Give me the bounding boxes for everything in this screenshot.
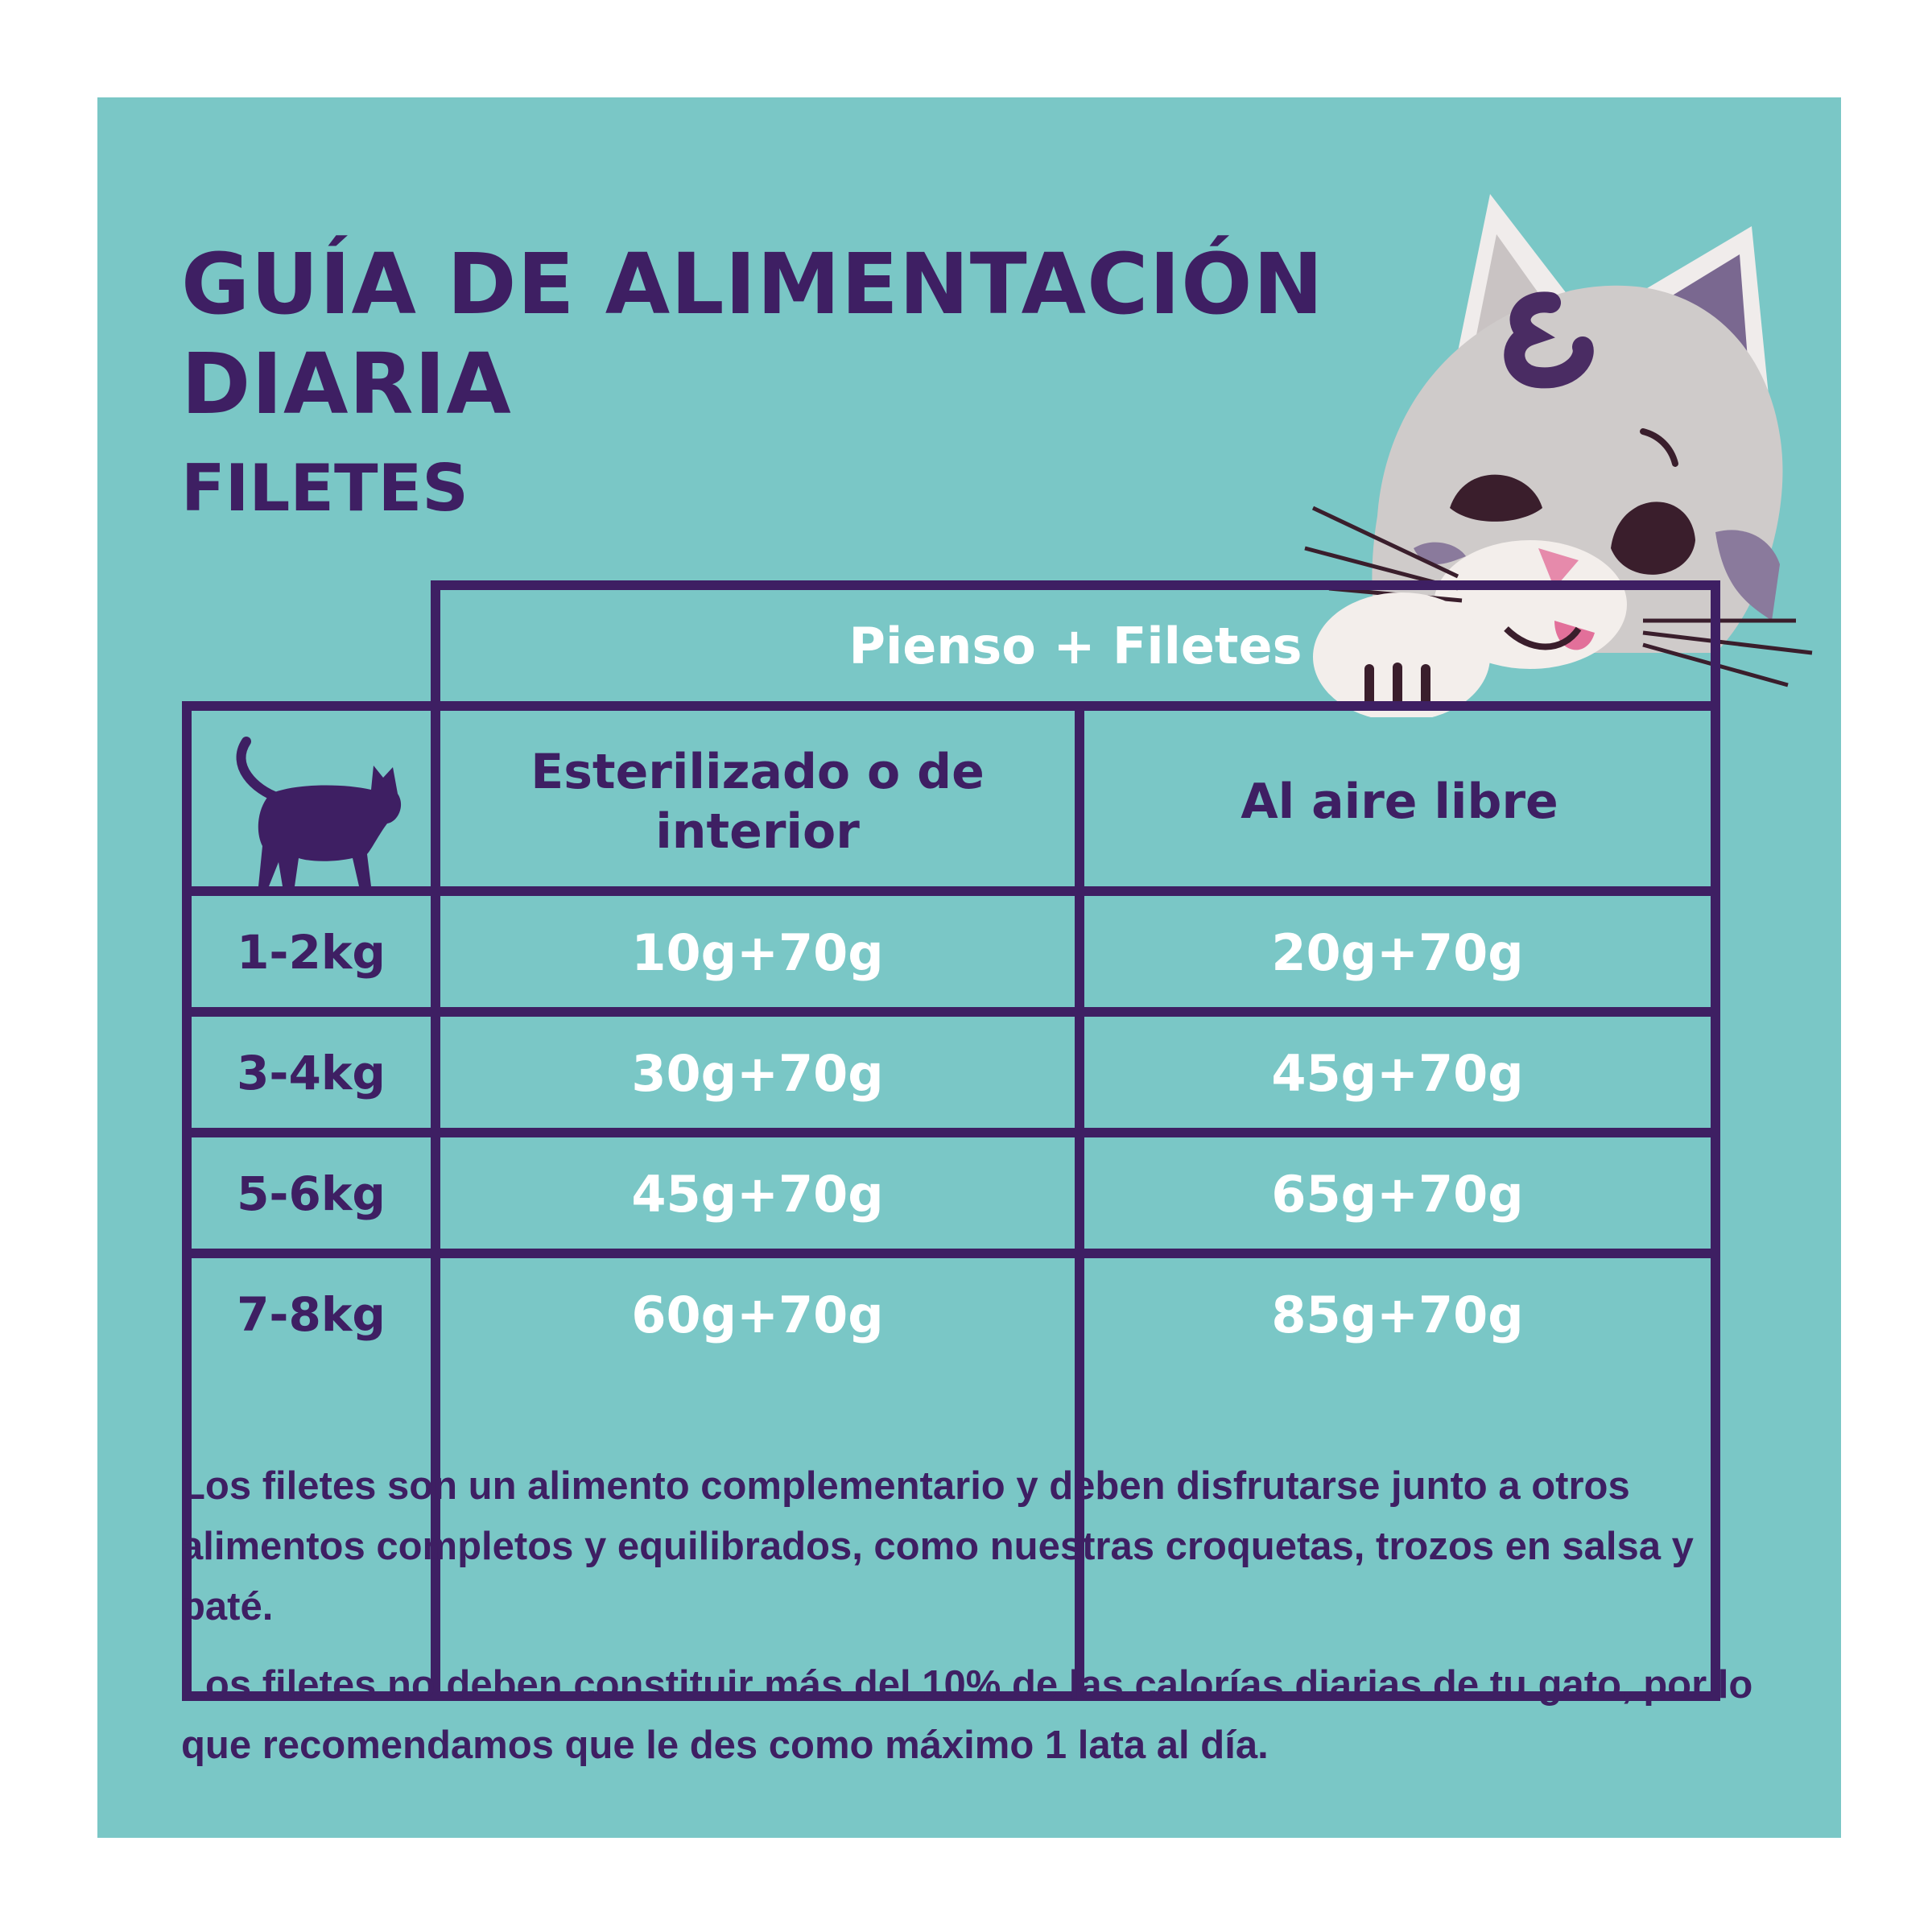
value-cell: 65g+70g	[1271, 1164, 1524, 1224]
note-calorie-limit: Los filetes no deben constituir más del …	[181, 1663, 1753, 1767]
weight-cell: 1-2kg	[237, 925, 386, 980]
feeding-table-grid	[182, 580, 1720, 1701]
note-complementary: Los filetes son un alimento complementar…	[181, 1464, 1694, 1629]
value-cell: 85g+70g	[1271, 1285, 1524, 1344]
page-subtitle: FILETES	[181, 451, 469, 526]
cat-silhouette-icon	[236, 737, 402, 886]
weight-cell: 7-8kg	[237, 1287, 386, 1342]
value-cell: 60g+70g	[631, 1285, 884, 1344]
cat-illustration	[1304, 194, 1813, 717]
table-group-header: Pienso + Filetes	[848, 616, 1302, 675]
feeding-guide-panel: GUÍA DE ALIMENTACIÓN DIARIA FILETES	[97, 97, 1841, 1838]
column-header-outdoor: Al aire libre	[1241, 774, 1558, 830]
value-cell: 10g+70g	[631, 923, 884, 982]
weight-cell: 5-6kg	[237, 1166, 386, 1221]
title-line-2: DIARIA	[181, 335, 512, 433]
weight-cell: 3-4kg	[237, 1046, 386, 1100]
value-cell: 20g+70g	[1271, 923, 1524, 982]
value-cell: 45g+70g	[631, 1164, 884, 1224]
value-cell: 30g+70g	[631, 1043, 884, 1103]
title-line-1: GUÍA DE ALIMENTACIÓN	[181, 235, 1324, 333]
page-title: GUÍA DE ALIMENTACIÓN DIARIA	[181, 234, 1324, 434]
feeding-notes: Los filetes son un alimento complementar…	[181, 1456, 1775, 1794]
column-header-sterilized: Esterilizado o de interior	[530, 744, 985, 860]
value-cell: 45g+70g	[1271, 1043, 1524, 1103]
